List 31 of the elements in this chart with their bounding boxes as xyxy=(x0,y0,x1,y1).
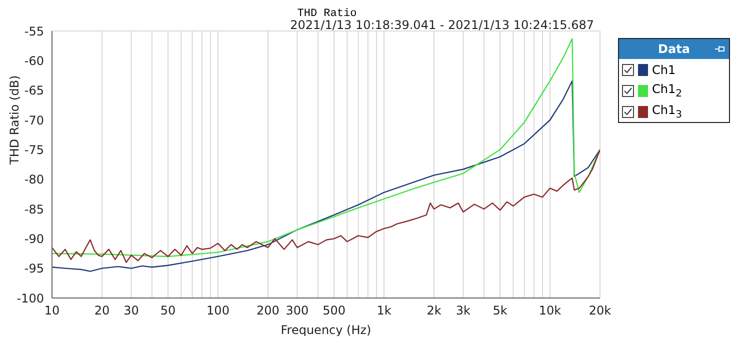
x-tick-label: 50 xyxy=(160,304,176,318)
x-tick-label: 100 xyxy=(206,304,230,318)
y-tick-label: -100 xyxy=(16,291,44,306)
chart-title: THD Ratio xyxy=(296,8,358,20)
x-tick-label: 5k xyxy=(492,304,508,318)
legend-title: Data xyxy=(658,42,690,56)
x-tick-label: 3k xyxy=(456,304,471,318)
x-tick-label: 500 xyxy=(322,304,346,318)
x-tick-label: 200 xyxy=(256,304,280,318)
y-tick-label: -70 xyxy=(24,113,44,128)
y-tick-label: -80 xyxy=(24,172,44,187)
y-tick-label: -90 xyxy=(24,232,44,246)
y-tick-label: -60 xyxy=(24,54,44,68)
y-tick-label: -65 xyxy=(24,84,44,98)
x-tick-label: 1k xyxy=(376,304,392,318)
x-tick-label: 20k xyxy=(588,304,612,318)
y-tick-label: -85 xyxy=(24,202,44,216)
legend-label: Ch1$_{3}$ xyxy=(652,102,682,120)
y-tick-label: -75 xyxy=(24,142,44,157)
y-tick-label: -95 xyxy=(24,262,44,276)
x-tick-label: 20 xyxy=(94,304,110,318)
y-tick-label: -55 xyxy=(24,24,44,38)
legend-label: Ch1 xyxy=(652,62,676,76)
x-tick-label: 300 xyxy=(286,304,309,318)
x-tick-label: 10k xyxy=(538,304,562,318)
y-axis-title: THD Ratio (dB) xyxy=(7,75,22,166)
x-tick-label: 10 xyxy=(44,304,60,318)
chart-subtitle: 2021/1/13 10:18:39.041 - 2021/1/13 10:24:15.687 xyxy=(290,18,594,32)
x-tick-label: 30 xyxy=(124,304,139,318)
legend-label: Ch1$_{2}$ xyxy=(652,82,682,100)
x-tick-label: 2k xyxy=(426,304,442,318)
